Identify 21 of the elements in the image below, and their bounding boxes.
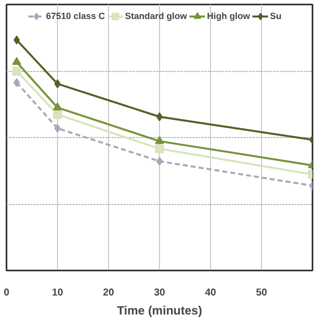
point [53, 110, 62, 119]
x-tick-label: 50 [256, 288, 268, 298]
point [54, 79, 61, 88]
legend-label: High glow [207, 11, 250, 21]
point [155, 136, 164, 144]
point [53, 102, 62, 110]
x-tick-label: 20 [102, 288, 114, 298]
point [156, 112, 163, 122]
legend-label: Standard glow [125, 11, 188, 21]
legend-label: Su [270, 11, 283, 21]
point [156, 156, 163, 166]
point [54, 124, 61, 133]
legend-label: 67510 class C [46, 11, 106, 21]
point [12, 66, 22, 76]
x-axis-title: Time (minutes) [116, 304, 202, 318]
point [155, 144, 164, 154]
x-tick-label: 10 [52, 288, 64, 298]
x-tick-label: 40 [204, 288, 216, 298]
point [12, 57, 22, 65]
x-tick-label: 30 [154, 288, 166, 298]
x-tick-label: 0 [4, 288, 10, 298]
